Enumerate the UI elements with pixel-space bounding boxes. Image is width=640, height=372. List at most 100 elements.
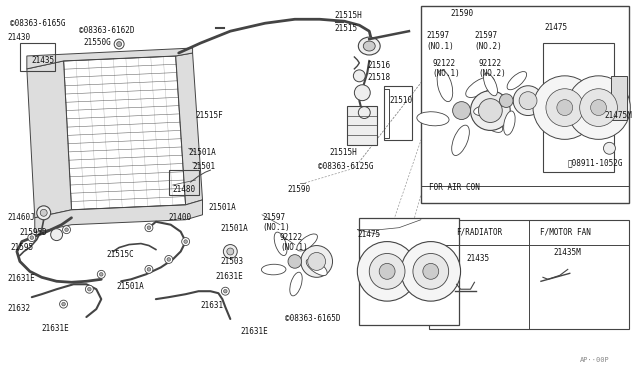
Circle shape (40, 209, 47, 216)
Circle shape (145, 224, 153, 232)
Text: 92122
(NO.1): 92122 (NO.1) (280, 232, 308, 252)
Circle shape (97, 270, 105, 278)
Text: 21501A: 21501A (189, 148, 216, 157)
Circle shape (99, 273, 103, 276)
Circle shape (308, 253, 326, 270)
Circle shape (567, 76, 630, 140)
Ellipse shape (364, 41, 375, 51)
Circle shape (116, 42, 122, 46)
Circle shape (36, 206, 51, 220)
Ellipse shape (274, 232, 287, 256)
Text: 21501: 21501 (193, 162, 216, 171)
Circle shape (85, 285, 93, 293)
Circle shape (355, 85, 371, 101)
Text: 21515F: 21515F (196, 110, 223, 119)
Text: 21480: 21480 (173, 185, 196, 194)
Circle shape (452, 102, 470, 119)
Text: 21590: 21590 (288, 185, 311, 194)
Circle shape (147, 267, 150, 271)
Ellipse shape (484, 73, 497, 96)
Text: 21631E: 21631E (42, 324, 70, 333)
Circle shape (30, 236, 33, 240)
Text: 21515H: 21515H (330, 148, 357, 157)
Circle shape (379, 263, 395, 279)
Text: ⓝ08911-1052G: ⓝ08911-1052G (568, 158, 623, 167)
Ellipse shape (437, 70, 452, 102)
Text: 21460J: 21460J (7, 213, 35, 222)
Text: ©08363-6125G: ©08363-6125G (317, 162, 373, 171)
Circle shape (223, 244, 237, 259)
Bar (421, 6, 629, 203)
Bar (348, 106, 377, 145)
Circle shape (63, 226, 70, 234)
Circle shape (470, 91, 510, 131)
Text: 21595D: 21595D (20, 228, 47, 237)
Text: AP··00P: AP··00P (580, 357, 609, 363)
Circle shape (88, 288, 91, 291)
Bar (169, 170, 198, 195)
Text: 21501A: 21501A (220, 224, 248, 233)
Text: F/MOTOR FAN: F/MOTOR FAN (540, 228, 591, 237)
Text: 21510: 21510 (389, 96, 412, 105)
Text: 21515H: 21515H (335, 11, 362, 20)
Ellipse shape (290, 272, 302, 296)
Circle shape (413, 253, 449, 289)
Bar (611, 76, 627, 121)
Circle shape (369, 253, 405, 289)
Circle shape (145, 265, 153, 273)
Circle shape (164, 256, 173, 263)
Text: ©08363-6165D: ©08363-6165D (285, 314, 340, 323)
Circle shape (499, 94, 513, 108)
Circle shape (546, 89, 584, 126)
Circle shape (519, 92, 537, 110)
Ellipse shape (358, 37, 380, 55)
Text: FOR AIR CON: FOR AIR CON (429, 183, 480, 192)
Text: 21430: 21430 (7, 33, 30, 42)
Bar (359, 218, 459, 325)
Circle shape (513, 86, 543, 116)
Ellipse shape (417, 112, 449, 126)
Circle shape (423, 263, 439, 279)
Circle shape (557, 100, 573, 116)
Circle shape (221, 287, 229, 295)
Ellipse shape (507, 71, 527, 90)
Text: ©08363-6162D: ©08363-6162D (79, 26, 135, 35)
Text: 21435: 21435 (32, 56, 55, 65)
Ellipse shape (261, 264, 286, 275)
Circle shape (479, 99, 502, 122)
Circle shape (167, 258, 170, 261)
Circle shape (591, 100, 607, 116)
Circle shape (604, 142, 616, 154)
Text: 21515: 21515 (335, 24, 358, 33)
Circle shape (357, 241, 417, 301)
Text: 21631E: 21631E (216, 272, 243, 281)
Bar (429, 220, 629, 329)
Text: 21632: 21632 (7, 304, 30, 313)
Ellipse shape (452, 125, 469, 155)
Circle shape (227, 248, 234, 255)
Circle shape (301, 246, 333, 277)
Text: ©08363-6165G: ©08363-6165G (10, 19, 65, 28)
Ellipse shape (504, 111, 515, 135)
Ellipse shape (466, 77, 494, 97)
Text: 92122
(NO.1): 92122 (NO.1) (433, 59, 461, 78)
Bar (384, 86, 412, 140)
Text: F/RADIATOR: F/RADIATOR (456, 228, 503, 237)
Text: 21475: 21475 (544, 23, 567, 32)
Text: 21435: 21435 (467, 254, 490, 263)
Circle shape (114, 39, 124, 49)
Text: 21597
(NO.1): 21597 (NO.1) (262, 213, 290, 232)
Text: 21501A: 21501A (209, 203, 236, 212)
Text: 21631E: 21631E (240, 327, 268, 336)
Text: 21475: 21475 (357, 230, 380, 239)
Circle shape (580, 89, 618, 126)
Circle shape (358, 107, 371, 119)
Polygon shape (27, 61, 72, 218)
Text: 21435M: 21435M (554, 247, 582, 257)
Circle shape (182, 238, 189, 246)
Text: 21515C: 21515C (106, 250, 134, 259)
Circle shape (288, 255, 301, 268)
Polygon shape (63, 56, 186, 210)
Polygon shape (27, 48, 193, 69)
Circle shape (533, 76, 596, 140)
